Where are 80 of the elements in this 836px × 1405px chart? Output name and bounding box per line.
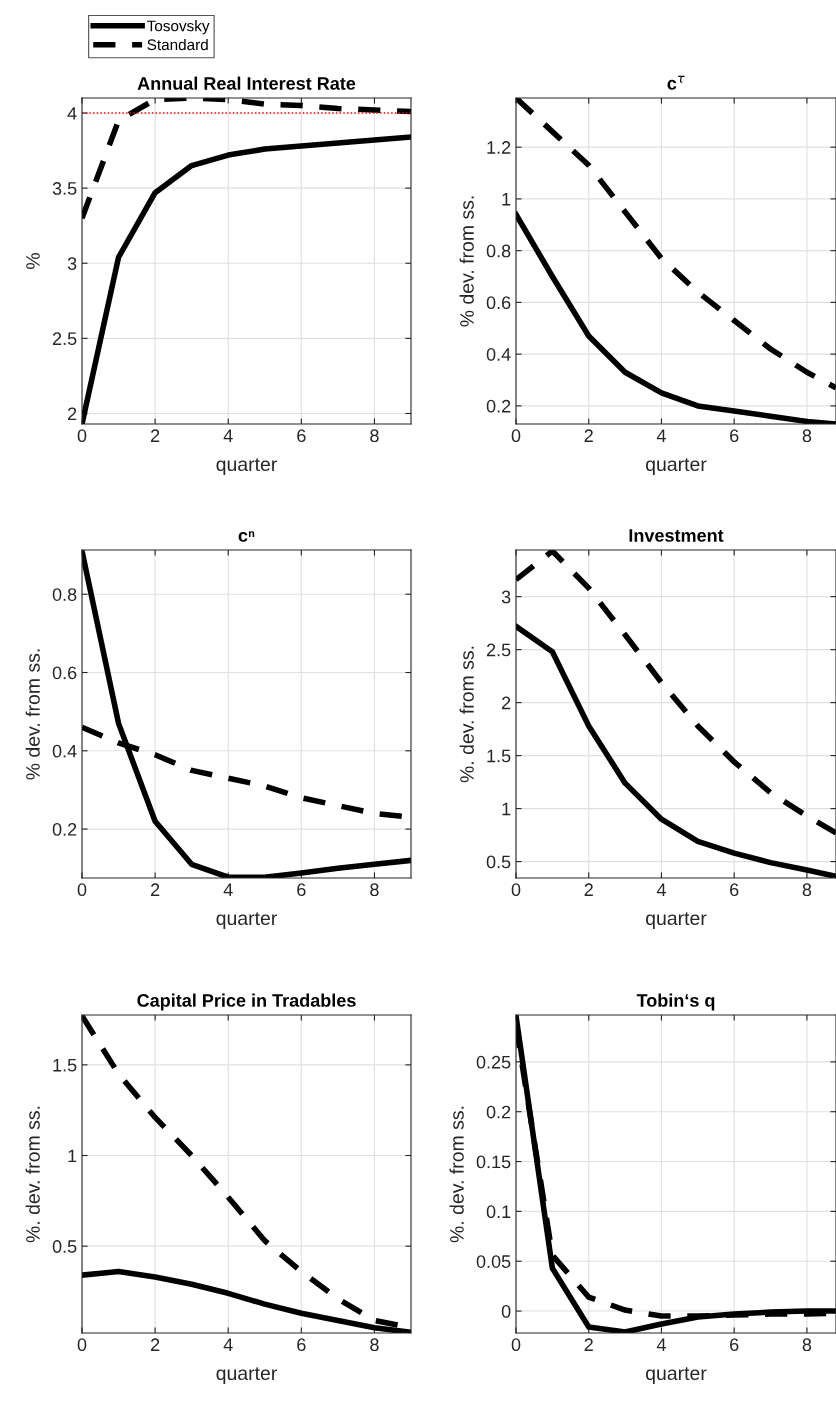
y-tick-label: 2 [68,407,77,421]
y-tick-label: 2 [502,696,511,710]
y-tick-label: 1.5 [487,749,511,763]
y-tick-label: 4 [67,107,77,120]
x-axis-title: quarter [646,1367,707,1384]
x-axis-title: quarter [646,458,707,475]
y-tick-label: 1.5 [53,1058,77,1072]
y-tick-label: 3 [501,590,511,604]
x-tick-label: 2 [584,429,593,442]
y-tick-label: 0.6 [52,666,77,680]
x-tick-label: 2 [151,883,160,896]
x-tick-label: 2 [151,429,160,442]
y-tick-label: 0.8 [52,588,77,601]
x-tick-label: 0 [77,1338,87,1352]
y-tick-label: 3.5 [52,182,77,195]
x-tick-label: 2 [151,1338,160,1351]
x-tick-label: 0 [511,429,521,443]
x-tick-label: 2 [584,883,593,896]
y-axis-title: % [26,253,40,269]
y-tick-label: 0.2 [486,399,511,413]
y-tick-label: 0.1 [486,1205,511,1219]
y-tick-label: 0.05 [476,1255,511,1268]
x-tick-label: 6 [730,883,739,897]
x-tick-label: 2 [584,1338,593,1351]
x-tick-label: 8 [802,883,812,897]
x-tick-label: 4 [223,1338,233,1351]
x-tick-label: 8 [370,429,379,443]
y-tick-label: 0.4 [486,348,511,361]
chart-title: Tobin‘s q [636,993,715,1011]
y-axis-title: %. dev. from ss. [25,1106,40,1243]
legend-label: Tosovsky [147,20,210,35]
y-tick-label: 0 [501,1305,511,1318]
y-tick-label: 0.5 [52,1240,77,1253]
y-axis-title: % dev. from ss. [459,196,474,327]
x-tick-label: 0 [77,429,87,443]
y-axis-title: % dev. from ss. [25,649,40,780]
x-tick-label: 4 [223,429,233,442]
x-tick-label: 0 [511,1338,521,1352]
x-tick-label: 4 [223,883,233,896]
y-tick-label: 0.25 [476,1055,511,1069]
y-tick-label: 0.4 [52,744,77,758]
y-tick-label: 0.5 [486,855,511,869]
y-tick-label: 1 [502,802,511,816]
x-axis-title: quarter [646,912,707,929]
y-tick-label: 0.2 [486,1105,511,1119]
chart-title: c$^{τ}$ [667,75,685,90]
x-tick-label: 8 [802,1338,812,1352]
y-tick-label: 1 [68,1149,77,1163]
y-axis-title: %. dev. from ss. [459,646,474,783]
x-tick-label: 6 [297,429,306,443]
x-axis-title: quarter [216,1367,277,1384]
x-tick-label: 8 [370,883,379,897]
legend-label: Standard [147,38,208,51]
y-tick-label: 0.8 [486,244,511,258]
y-tick-label: 2.5 [486,643,511,657]
y-tick-label: 1 [502,193,511,206]
x-tick-label: 4 [656,1338,666,1351]
chart-title: Investment [629,529,724,542]
x-tick-label: 6 [297,1338,306,1352]
y-tick-label: 1.2 [487,141,511,154]
x-tick-label: 6 [297,883,306,897]
y-tick-label: 0.2 [52,823,77,836]
y-tick-label: 0.15 [476,1155,511,1169]
x-tick-label: 4 [656,429,666,442]
chart-title: Capital Price in Tradables [137,993,356,1011]
x-tick-label: 6 [730,429,739,443]
x-tick-label: 8 [802,429,812,443]
y-tick-label: 2.5 [52,332,77,346]
x-tick-label: 0 [511,883,521,897]
x-tick-label: 4 [656,883,666,896]
x-axis-title: quarter [216,912,277,929]
x-tick-label: 0 [77,883,87,897]
y-axis-title: %. dev. from ss. [449,1106,464,1243]
x-tick-label: 8 [370,1338,379,1352]
x-axis-title: quarter [216,458,277,475]
y-tick-label: 0.6 [486,296,511,310]
y-tick-label: 3 [67,257,77,270]
x-tick-label: 6 [730,1338,739,1352]
chart-title: Annual Real Interest Rate [137,76,356,90]
chart-title: cⁿ [238,531,255,542]
